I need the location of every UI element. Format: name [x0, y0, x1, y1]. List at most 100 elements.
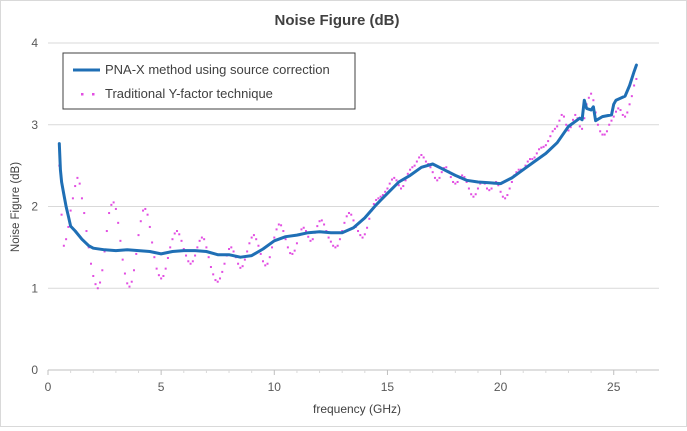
y-factor-point: [535, 152, 538, 155]
y-factor-point: [372, 203, 375, 206]
x-axis-label: frequency (GHz): [313, 402, 401, 416]
y-factor-point: [123, 272, 126, 275]
y-factor-point: [386, 187, 389, 190]
y-factor-point: [117, 221, 120, 224]
y-factor-point: [350, 213, 353, 216]
y-factor-point: [596, 123, 599, 126]
y-factor-point: [80, 197, 83, 200]
series-y-factor: [58, 77, 638, 290]
y-factor-point: [341, 230, 344, 233]
y-factor-point: [255, 238, 258, 241]
y-factor-point: [558, 119, 561, 122]
y-factor-point: [230, 246, 233, 249]
y-factor-point: [144, 207, 147, 210]
y-factor-point: [182, 248, 185, 251]
y-factor-point: [135, 252, 138, 255]
y-factor-point: [237, 262, 240, 265]
y-factor-point: [65, 238, 68, 241]
y-factor-point: [169, 246, 172, 249]
y-factor-point: [517, 168, 520, 171]
y-factor-point: [214, 279, 217, 282]
y-factor-point: [101, 269, 104, 272]
y-factor-point: [146, 213, 149, 216]
y-factor-point: [74, 185, 77, 188]
y-factor-point: [470, 193, 473, 196]
y-factor-point: [363, 233, 366, 236]
y-factor-point: [445, 166, 448, 169]
y-factor-point: [207, 256, 210, 259]
y-factor-point: [126, 282, 129, 285]
y-factor-point: [243, 258, 246, 261]
y-factor-point: [142, 209, 145, 212]
y-factor-point: [452, 180, 455, 183]
y-factor-point: [194, 254, 197, 257]
y-factor-point: [96, 287, 99, 290]
y-factor-point: [132, 269, 135, 272]
y-factor-point: [239, 266, 242, 269]
y-factor-point: [286, 246, 289, 249]
y-factor-point: [508, 187, 511, 190]
y-factor-point: [409, 168, 412, 171]
y-factor-point: [379, 195, 382, 198]
y-factor-point: [282, 230, 285, 233]
y-factor-point: [271, 246, 274, 249]
y-factor-point: [504, 197, 507, 200]
y-factor-point: [291, 252, 294, 255]
y-factor-point: [454, 182, 457, 185]
y-factor-point: [302, 226, 305, 229]
y-factor-point: [529, 158, 532, 161]
y-factor-point: [375, 198, 378, 201]
y-factor-point: [105, 230, 108, 233]
y-factor-point: [402, 185, 405, 188]
y-tick-label: 3: [31, 118, 38, 132]
y-factor-point: [162, 274, 165, 277]
y-factor-point: [259, 252, 262, 255]
legend-box: [62, 52, 356, 110]
y-factor-point: [261, 260, 264, 263]
y-factor-point: [467, 187, 470, 190]
y-factor-point: [626, 111, 629, 114]
y-factor-point: [384, 190, 387, 193]
y-factor-point: [83, 212, 86, 215]
y-factor-point: [619, 109, 622, 112]
y-factor-point: [406, 172, 409, 175]
y-factor-point: [628, 103, 631, 106]
y-factor-point: [422, 156, 425, 159]
y-factor-point: [624, 115, 627, 118]
y-factor-point: [388, 182, 391, 185]
y-factor-point: [218, 277, 221, 280]
y-factor-point: [603, 133, 606, 136]
y-factor-point: [108, 212, 111, 215]
y-factor-point: [216, 280, 219, 283]
y-factor-point: [486, 187, 489, 190]
y-factor-point: [565, 123, 568, 126]
y-factor-point: [76, 176, 79, 179]
y-factor-point: [121, 258, 124, 261]
y-factor-point: [203, 238, 206, 241]
y-factor-point: [411, 166, 414, 169]
y-factor-point: [329, 240, 332, 243]
y-factor-point: [157, 274, 160, 277]
y-factor-point: [89, 262, 92, 265]
y-factor-point: [139, 220, 142, 223]
y-factor-point: [461, 174, 464, 177]
y-factor-point: [198, 239, 201, 242]
y-factor-point: [415, 160, 418, 163]
y-factor-point: [488, 189, 491, 192]
y-factor-point: [334, 246, 337, 249]
y-factor-point: [232, 250, 235, 253]
y-factor-point: [590, 92, 593, 95]
y-factor-point: [578, 125, 581, 128]
y-factor-point: [621, 113, 624, 116]
y-factor-point: [531, 158, 534, 161]
y-factor-point: [544, 144, 547, 147]
y-factor-point: [506, 194, 509, 197]
y-factor-point: [574, 113, 577, 116]
y-factor-point: [352, 219, 355, 222]
y-factor-point: [617, 107, 620, 110]
y-factor-point: [567, 129, 570, 132]
y-factor-point: [560, 113, 563, 116]
y-factor-point: [524, 164, 527, 167]
